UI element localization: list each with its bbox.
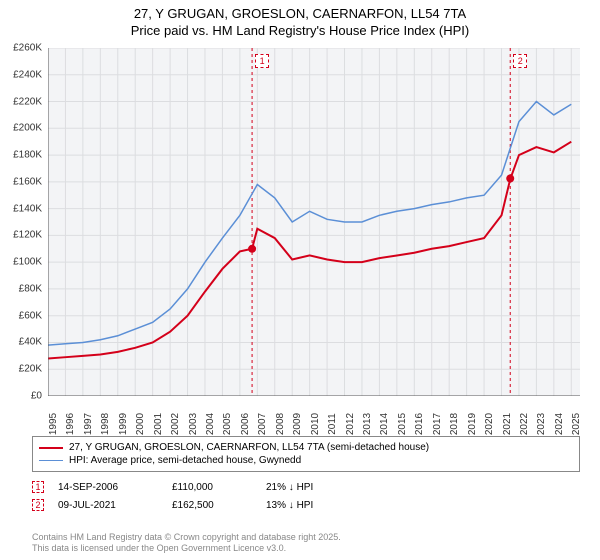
y-tick-label: £100K (13, 257, 42, 268)
legend-label: HPI: Average price, semi-detached house,… (69, 455, 301, 466)
sale-marker-label: 2 (513, 54, 527, 68)
x-tick-label: 2007 (257, 413, 268, 435)
x-tick-label: 2023 (536, 413, 547, 435)
x-tick-label: 1999 (118, 413, 129, 435)
y-tick-label: £20K (19, 364, 42, 375)
chart-plot-area: 12 (48, 48, 580, 396)
x-tick-label: 2013 (362, 413, 373, 435)
x-tick-label: 2002 (170, 413, 181, 435)
x-tick-label: 2005 (222, 413, 233, 435)
sale-date: 09-JUL-2021 (58, 500, 158, 511)
footer-line-1: Contains HM Land Registry data © Crown c… (32, 532, 341, 543)
sale-row-marker: 2 (32, 499, 44, 511)
legend-label: 27, Y GRUGAN, GROESLON, CAERNARFON, LL54… (69, 442, 429, 453)
title-line-2: Price paid vs. HM Land Registry's House … (0, 23, 600, 40)
x-tick-label: 1997 (83, 413, 94, 435)
x-tick-label: 2015 (397, 413, 408, 435)
y-tick-label: £220K (13, 96, 42, 107)
sale-price: £110,000 (172, 482, 252, 493)
y-tick-label: £80K (19, 283, 42, 294)
x-tick-label: 2014 (379, 413, 390, 435)
sale-delta: 13% ↓ HPI (266, 500, 366, 511)
sale-delta: 21% ↓ HPI (266, 482, 366, 493)
chart-title: 27, Y GRUGAN, GROESLON, CAERNARFON, LL54… (0, 0, 600, 40)
x-tick-label: 2018 (449, 413, 460, 435)
x-tick-label: 2010 (310, 413, 321, 435)
x-tick-label: 2012 (345, 413, 356, 435)
x-tick-label: 2016 (414, 413, 425, 435)
y-tick-label: £200K (13, 123, 42, 134)
footer-attribution: Contains HM Land Registry data © Crown c… (32, 532, 341, 554)
x-axis-labels: 1995 1996 1997 1998 1999 2000 2001 2002 2003 2004… (48, 398, 580, 434)
footer-line-2: This data is licensed under the Open Gov… (32, 543, 341, 554)
y-tick-label: £260K (13, 43, 42, 54)
x-tick-label: 2021 (502, 413, 513, 435)
x-tick-label: 2017 (432, 413, 443, 435)
y-axis-labels: £0£20K£40K£60K£80K£100K£120K£140K£160K£1… (0, 48, 44, 396)
x-tick-label: 2008 (275, 413, 286, 435)
x-tick-label: 2019 (467, 413, 478, 435)
y-tick-label: £160K (13, 176, 42, 187)
x-tick-label: 2022 (519, 413, 530, 435)
y-tick-label: £180K (13, 150, 42, 161)
x-tick-label: 2003 (188, 413, 199, 435)
sale-row: 2 09-JUL-2021 £162,500 13% ↓ HPI (32, 496, 580, 514)
sale-row: 1 14-SEP-2006 £110,000 21% ↓ HPI (32, 478, 580, 496)
y-tick-label: £140K (13, 203, 42, 214)
legend-row: HPI: Average price, semi-detached house,… (39, 454, 573, 467)
x-tick-label: 1996 (65, 413, 76, 435)
x-tick-label: 2009 (292, 413, 303, 435)
x-tick-label: 2011 (327, 413, 338, 435)
x-tick-label: 2024 (554, 413, 565, 435)
y-tick-label: £240K (13, 69, 42, 80)
y-tick-label: £60K (19, 310, 42, 321)
x-tick-label: 1998 (100, 413, 111, 435)
sale-date: 14-SEP-2006 (58, 482, 158, 493)
title-line-1: 27, Y GRUGAN, GROESLON, CAERNARFON, LL54… (0, 6, 600, 23)
legend-swatch (39, 447, 63, 449)
x-tick-label: 2020 (484, 413, 495, 435)
legend: 27, Y GRUGAN, GROESLON, CAERNARFON, LL54… (32, 436, 580, 472)
legend-swatch (39, 460, 63, 462)
x-tick-label: 2025 (571, 413, 582, 435)
y-tick-label: £0 (31, 391, 42, 402)
legend-row: 27, Y GRUGAN, GROESLON, CAERNARFON, LL54… (39, 441, 573, 454)
y-tick-label: £120K (13, 230, 42, 241)
x-tick-label: 1995 (48, 413, 59, 435)
x-tick-label: 2006 (240, 413, 251, 435)
x-tick-label: 2001 (153, 413, 164, 435)
sale-price: £162,500 (172, 500, 252, 511)
sale-marker-label: 1 (255, 54, 269, 68)
chart-svg (48, 48, 580, 396)
sale-entries: 1 14-SEP-2006 £110,000 21% ↓ HPI 2 09-JUL-202… (32, 478, 580, 514)
sale-row-marker: 1 (32, 481, 44, 493)
x-tick-label: 2004 (205, 413, 216, 435)
y-tick-label: £40K (19, 337, 42, 348)
x-tick-label: 2000 (135, 413, 146, 435)
